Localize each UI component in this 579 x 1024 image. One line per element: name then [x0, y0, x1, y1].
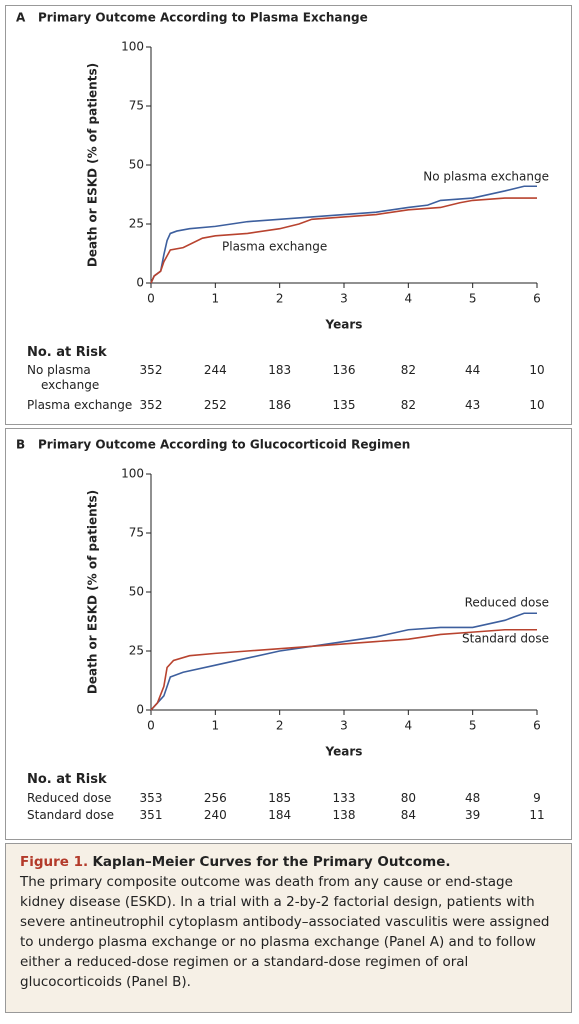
y-tick-label: 0	[136, 703, 144, 717]
risk-value: 9	[533, 791, 541, 805]
panel-frame	[5, 428, 572, 840]
risk-value: 11	[529, 808, 545, 822]
risk-row-label: Standard dose	[27, 808, 114, 822]
risk-table-title: No. at Risk	[27, 772, 107, 787]
chart-title: Primary Outcome According to Glucocortic…	[38, 438, 410, 452]
risk-value: 133	[332, 791, 356, 805]
x-tick-label: 2	[276, 719, 284, 733]
x-tick-label: 1	[212, 292, 220, 306]
panel-letter: B	[16, 438, 25, 452]
risk-row-label: No plasma exchange	[27, 363, 100, 392]
risk-value: 84	[400, 808, 416, 822]
chart-title: Primary Outcome According to Plasma Exch…	[38, 11, 368, 25]
y-tick-label: 25	[129, 644, 144, 658]
x-axis-label: Years	[325, 318, 363, 332]
survival-curve	[150, 197, 537, 284]
y-tick-label: 50	[129, 585, 144, 599]
risk-table-title: No. at Risk	[27, 345, 107, 360]
panel-letter: A	[16, 11, 26, 25]
y-tick-label: 100	[121, 40, 144, 54]
y-tick-label: 75	[129, 526, 144, 540]
risk-value: 353	[139, 791, 163, 805]
risk-value: 240	[203, 808, 227, 822]
risk-value: 43	[465, 398, 481, 412]
risk-value: 44	[465, 363, 481, 377]
y-axis-label: Death or ESKD (% of patients)	[86, 63, 100, 267]
charts: A Primary Outcome According to Plasma Exc…	[16, 11, 549, 759]
y-tick-label: 75	[129, 99, 144, 113]
risk-value: 48	[465, 791, 481, 805]
caption-title: Kaplan–Meier Curves for the Primary Outc…	[92, 854, 451, 870]
risk-value: 244	[203, 363, 227, 377]
risk-value: 352	[139, 398, 163, 412]
y-tick-label: 25	[129, 217, 144, 231]
risk-value: 185	[268, 791, 292, 805]
y-axis-label: Death or ESKD (% of patients)	[86, 490, 100, 694]
caption-text: The primary composite outcome was death …	[20, 874, 550, 990]
risk-row-label: Reduced dose	[27, 791, 112, 805]
y-tick-label: 100	[121, 467, 144, 481]
risk-value: 256	[203, 791, 227, 805]
x-tick-label: 4	[405, 719, 413, 733]
x-tick-label: 0	[147, 719, 155, 733]
risk-value: 186	[268, 398, 292, 412]
risk-value: 10	[529, 398, 545, 412]
risk-value: 135	[332, 398, 356, 412]
x-tick-label: 1	[212, 719, 220, 733]
risk-value: 352	[139, 363, 163, 377]
risk-value: 183	[268, 363, 292, 377]
survival-curve	[150, 185, 537, 284]
risk-value: 82	[400, 398, 416, 412]
risk-row-label: Plasma exchange	[27, 398, 133, 412]
series-label: Standard dose	[462, 632, 549, 646]
x-tick-label: 6	[533, 292, 541, 306]
x-tick-label: 4	[405, 292, 413, 306]
x-tick-label: 5	[469, 719, 477, 733]
x-tick-label: 0	[147, 292, 155, 306]
x-tick-label: 2	[276, 292, 284, 306]
x-tick-label: 3	[340, 719, 348, 733]
series-label: Reduced dose	[465, 596, 549, 610]
caption: Figure 1. Kaplan–Meier Curves for the Pr…	[5, 843, 572, 1013]
risk-value: 39	[465, 808, 481, 822]
y-tick-label: 50	[129, 158, 144, 172]
risk-value: 80	[400, 791, 416, 805]
survival-curve	[150, 612, 537, 711]
series-label: Plasma exchange	[222, 240, 327, 254]
x-tick-label: 5	[469, 292, 477, 306]
risk-value: 138	[332, 808, 356, 822]
caption-label: Figure 1.	[20, 854, 89, 870]
risk-value: 136	[332, 363, 356, 377]
series-label: No plasma exchange	[423, 170, 549, 184]
risk-value: 351	[139, 808, 163, 822]
survival-curve	[150, 628, 537, 711]
risk-value: 82	[400, 363, 416, 377]
y-tick-label: 0	[136, 276, 144, 290]
x-tick-label: 6	[533, 719, 541, 733]
x-tick-label: 3	[340, 292, 348, 306]
risk-value: 10	[529, 363, 545, 377]
risk-value: 252	[203, 398, 227, 412]
x-axis-label: Years	[325, 745, 363, 759]
panel-frame	[5, 5, 572, 425]
risk-value: 184	[268, 808, 292, 822]
